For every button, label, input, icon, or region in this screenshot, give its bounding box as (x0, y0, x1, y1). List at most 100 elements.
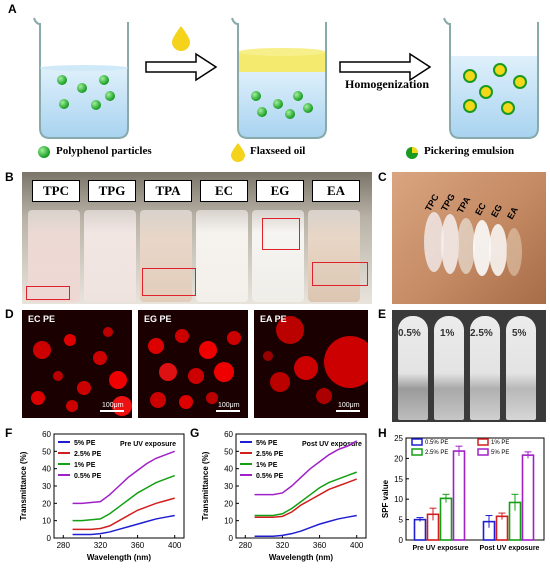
panel-label-b: B (5, 170, 14, 184)
spf-category-label: Pre UV exposure (412, 545, 468, 552)
spf-ylabel: SPF value (381, 479, 390, 518)
scale-bar-ec (100, 410, 124, 412)
spf-ytick-label: 15 (394, 475, 403, 484)
panel-label-h: H (378, 426, 387, 440)
spf-ytick-label: 20 (394, 454, 403, 463)
spf-legend-swatch (477, 438, 489, 446)
skin-smears (424, 212, 522, 276)
panel-label-e: E (378, 307, 387, 321)
spf-plot-frame (405, 437, 545, 541)
post-uv-legend-label: 5% PE (256, 440, 278, 447)
arm-photo: TPC TPG TPA EC EG EA (392, 172, 546, 304)
beaker-1 (33, 17, 129, 139)
vial-label-tpc: TPC (32, 180, 80, 202)
schematic (33, 17, 539, 162)
vial-ec (196, 210, 248, 302)
pre-uv-xtick-label: 360 (131, 541, 145, 550)
pre-uv-legend-label: 2.5% PE (74, 451, 102, 458)
arm-label-eg: EG (489, 203, 504, 219)
legend-pickering: Pickering emulsion (424, 145, 515, 157)
arm-label-tpc: TPC (423, 192, 441, 213)
beaker-3 (443, 17, 539, 139)
spf-legend-label: 0.5% PE (425, 440, 448, 446)
micrograph-ea: EA PE 100μm (254, 310, 368, 418)
pre-uv-xtick-label: 320 (94, 541, 108, 550)
post-uv-legend-label: 1% PE (256, 462, 278, 469)
pre-uv-xlabel: Wavelength (nm) (87, 553, 151, 562)
oil-drop-icon (172, 26, 190, 51)
legend-flaxseed-oil: Flaxseed oil (250, 145, 306, 157)
vial-label-tpa: TPA (144, 180, 192, 202)
pre-uv-line-1pe (72, 474, 175, 522)
pre-uv-legend-label: 1% PE (74, 462, 96, 469)
panel-label-d: D (5, 307, 14, 321)
spf-ytick-label: 25 (394, 434, 403, 443)
post-uv-xtick-label: 320 (276, 541, 290, 550)
post-uv-xlabel: Wavelength (nm) (269, 553, 333, 562)
pre-uv-ytick-label: 60 (42, 430, 51, 439)
post-uv-ytick-label: 40 (224, 465, 233, 474)
post-uv-ytick-label: 10 (224, 517, 233, 526)
micrograph-ec: EC PE 100μm (22, 310, 132, 418)
pre-uv-legend-label: 5% PE (74, 440, 96, 447)
scale-label-ea: 100μm (338, 402, 360, 409)
post-uv-ytick-label: 50 (224, 447, 233, 456)
pre-uv-annotation: Pre UV exposure (120, 441, 176, 448)
tube-2-5 (470, 316, 500, 420)
highlight-box-eg (262, 218, 300, 250)
micrograph-eg: EG PE 100μm (138, 310, 248, 418)
spf-ytick-label: 10 (394, 495, 403, 504)
post-uv-plot-frame (235, 433, 367, 539)
tube-5 (506, 316, 536, 420)
highlight-box-tpc (26, 286, 70, 300)
tube-label-1: 1% (440, 328, 455, 339)
scale-bar-eg (216, 410, 240, 412)
vial-eg (252, 210, 304, 302)
spf-bar (439, 497, 453, 541)
chart-post-uv: 0 10 20 30 40 50 60 280 320 360 400 Wavelength (nm)… (201, 430, 367, 562)
scale-label-eg: 100μm (218, 402, 240, 409)
pickering-emulsion-icon (406, 147, 418, 159)
homogenization-label: Homogenization (345, 77, 429, 91)
panel-label-c: C (378, 170, 387, 184)
chart-pre-uv: 0 10 20 30 40 50 60 280 320 360 400 Wavelength (nm)… (19, 430, 185, 562)
arm-label-ec: EC (473, 201, 488, 217)
vial-label-tpg: TPG (88, 180, 136, 202)
spf-category-label: Post UV exposure (480, 545, 540, 552)
post-uv-ylabel: Transmittance (%) (201, 451, 210, 520)
spf-bar (413, 518, 427, 541)
highlight-box-ea (312, 262, 368, 286)
vials-photo: TPC TPG TPA EC EG EA (22, 172, 372, 304)
scale-bar-ea (336, 410, 360, 412)
oil-drop-legend-icon (231, 143, 245, 162)
pre-uv-legend-label: 0.5% PE (74, 473, 102, 480)
panel-label-f: F (5, 426, 13, 440)
spf-legend-label: 5% PE (491, 450, 509, 456)
spf-legend-label: 1% PE (491, 440, 509, 446)
spf-bar (521, 454, 535, 541)
post-uv-ytick-label: 60 (224, 430, 233, 439)
post-uv-line-1pe (254, 471, 357, 517)
pre-uv-ytick-label: 10 (42, 517, 51, 526)
panel-label-a: A (8, 2, 17, 16)
micrograph-label-ea: EA PE (260, 314, 287, 324)
post-uv-line-05pe (254, 440, 358, 496)
vial-label-ec: EC (200, 180, 248, 202)
pre-uv-ytick-label: 0 (47, 534, 52, 543)
micrograph-label-ec: EC PE (28, 314, 56, 324)
post-uv-legend-label: 2.5% PE (256, 451, 284, 458)
pre-uv-xtick-label: 280 (57, 541, 71, 550)
post-uv-ytick-label: 20 (224, 499, 233, 508)
spf-legend-swatch (411, 438, 423, 446)
arm-label-tpa: TPA (455, 195, 473, 215)
spf-legend-swatch (477, 448, 489, 456)
post-uv-ytick-label: 0 (229, 534, 234, 543)
pre-uv-ytick-label: 40 (42, 465, 51, 474)
post-uv-xtick-label: 360 (313, 541, 327, 550)
tube-0-5 (398, 316, 428, 420)
pre-uv-ytick-label: 20 (42, 499, 51, 508)
pre-uv-ytick-label: 30 (42, 482, 51, 491)
pre-uv-line-5pe (72, 514, 175, 536)
post-uv-xtick-label: 400 (350, 541, 364, 550)
